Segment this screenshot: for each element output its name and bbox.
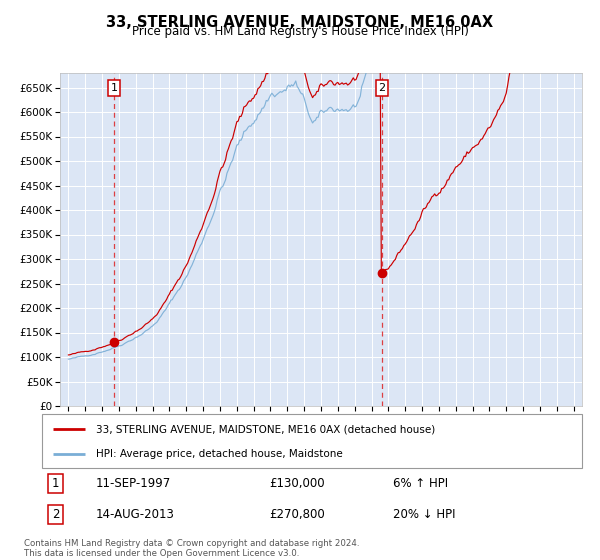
Text: 11-SEP-1997: 11-SEP-1997: [96, 477, 171, 490]
Text: 33, STERLING AVENUE, MAIDSTONE, ME16 0AX (detached house): 33, STERLING AVENUE, MAIDSTONE, ME16 0AX…: [96, 424, 435, 435]
Text: Price paid vs. HM Land Registry's House Price Index (HPI): Price paid vs. HM Land Registry's House …: [131, 25, 469, 38]
Text: 1: 1: [52, 477, 59, 490]
Text: 6% ↑ HPI: 6% ↑ HPI: [393, 477, 448, 490]
Text: HPI: Average price, detached house, Maidstone: HPI: Average price, detached house, Maid…: [96, 449, 343, 459]
Text: 20% ↓ HPI: 20% ↓ HPI: [393, 508, 455, 521]
Text: Contains HM Land Registry data © Crown copyright and database right 2024.
This d: Contains HM Land Registry data © Crown c…: [24, 539, 359, 558]
Text: 2: 2: [52, 508, 59, 521]
Text: 2: 2: [379, 83, 386, 93]
Text: 1: 1: [110, 83, 118, 93]
Text: £130,000: £130,000: [269, 477, 325, 490]
Text: 33, STERLING AVENUE, MAIDSTONE, ME16 0AX: 33, STERLING AVENUE, MAIDSTONE, ME16 0AX: [106, 15, 494, 30]
Text: 14-AUG-2013: 14-AUG-2013: [96, 508, 175, 521]
Text: £270,800: £270,800: [269, 508, 325, 521]
FancyBboxPatch shape: [42, 414, 582, 468]
